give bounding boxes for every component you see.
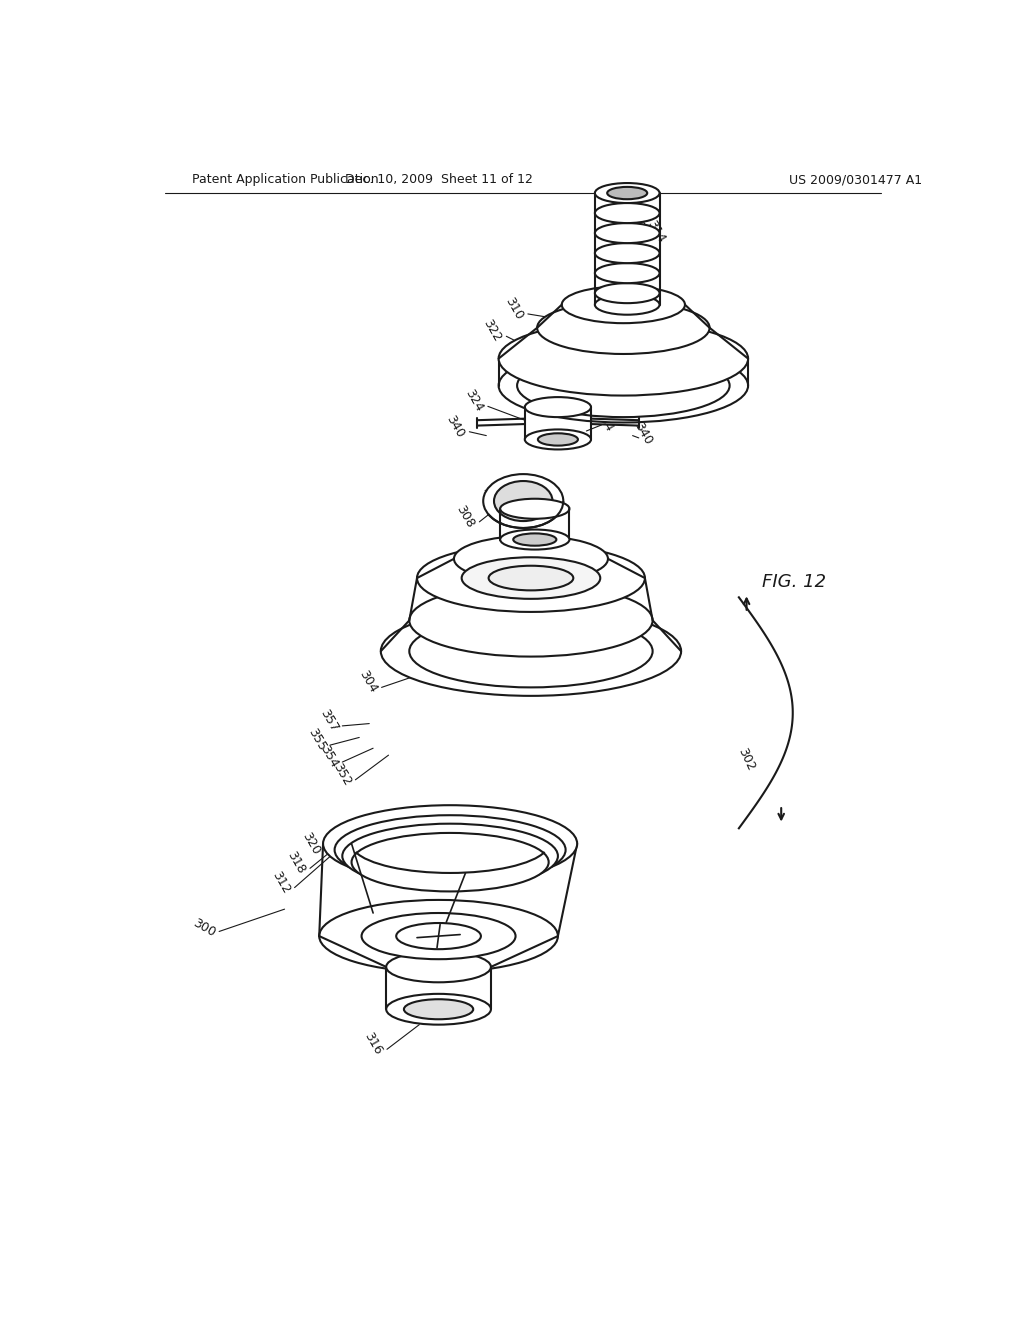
Text: 357: 357 <box>317 708 341 734</box>
Text: 302: 302 <box>735 746 758 772</box>
Ellipse shape <box>538 433 578 446</box>
Ellipse shape <box>595 183 659 203</box>
Ellipse shape <box>410 585 652 656</box>
Ellipse shape <box>500 499 569 519</box>
Text: 320: 320 <box>300 830 324 857</box>
Ellipse shape <box>410 615 652 688</box>
Ellipse shape <box>525 397 591 417</box>
Ellipse shape <box>607 187 647 199</box>
Ellipse shape <box>342 824 558 888</box>
Ellipse shape <box>488 566 573 590</box>
Text: 355: 355 <box>305 726 329 754</box>
Ellipse shape <box>494 480 553 521</box>
Ellipse shape <box>361 913 515 960</box>
Ellipse shape <box>319 900 558 973</box>
Ellipse shape <box>499 348 749 422</box>
Text: 322: 322 <box>481 317 504 345</box>
Ellipse shape <box>454 536 608 582</box>
Text: 318: 318 <box>285 849 307 876</box>
Ellipse shape <box>513 533 556 545</box>
Ellipse shape <box>381 607 681 696</box>
Text: 310: 310 <box>503 294 525 322</box>
Text: 304: 304 <box>356 668 379 696</box>
Ellipse shape <box>595 243 659 263</box>
Ellipse shape <box>538 302 710 354</box>
Text: 340: 340 <box>444 413 467 440</box>
Text: 314: 314 <box>644 218 668 246</box>
Ellipse shape <box>351 833 549 891</box>
Text: 340: 340 <box>631 420 654 447</box>
Ellipse shape <box>595 203 659 223</box>
Ellipse shape <box>499 322 749 396</box>
Ellipse shape <box>525 429 591 449</box>
Ellipse shape <box>595 263 659 284</box>
Text: 324: 324 <box>463 388 485 414</box>
Ellipse shape <box>403 999 473 1019</box>
Text: 370: 370 <box>479 483 503 511</box>
Text: FIG. 12: FIG. 12 <box>762 573 826 591</box>
Ellipse shape <box>396 923 481 949</box>
Ellipse shape <box>562 286 685 323</box>
Ellipse shape <box>595 294 659 314</box>
Text: Dec. 10, 2009  Sheet 11 of 12: Dec. 10, 2009 Sheet 11 of 12 <box>345 173 532 186</box>
Text: 312: 312 <box>269 869 292 896</box>
Text: 334: 334 <box>593 407 615 434</box>
Text: Patent Application Publication: Patent Application Publication <box>193 173 379 186</box>
Ellipse shape <box>517 354 730 417</box>
Text: 300: 300 <box>190 917 217 940</box>
Text: 306: 306 <box>636 661 659 675</box>
Text: US 2009/0301477 A1: US 2009/0301477 A1 <box>788 173 922 186</box>
Text: 354: 354 <box>317 743 341 771</box>
Ellipse shape <box>483 474 563 528</box>
Ellipse shape <box>335 816 565 884</box>
Text: 352: 352 <box>331 760 354 788</box>
Ellipse shape <box>595 223 659 243</box>
Ellipse shape <box>323 805 578 882</box>
Text: 316: 316 <box>361 1031 385 1057</box>
Text: 308: 308 <box>454 503 477 531</box>
Ellipse shape <box>386 952 490 982</box>
Ellipse shape <box>462 557 600 599</box>
Ellipse shape <box>500 529 569 549</box>
Ellipse shape <box>417 544 645 612</box>
Ellipse shape <box>386 994 490 1024</box>
Ellipse shape <box>595 284 659 304</box>
